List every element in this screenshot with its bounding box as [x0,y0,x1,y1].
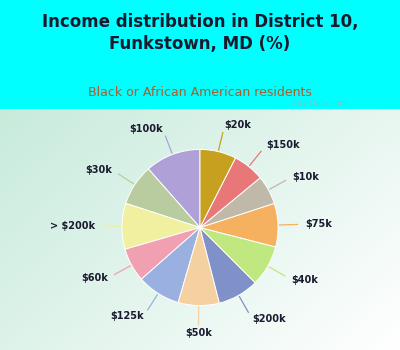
Wedge shape [200,203,278,247]
Text: $30k: $30k [85,164,112,175]
Wedge shape [200,178,274,228]
Text: > $200k: > $200k [50,221,95,231]
Text: $150k: $150k [266,140,300,150]
Text: Black or African American residents: Black or African American residents [88,85,312,99]
Text: $200k: $200k [252,314,286,324]
Text: $40k: $40k [292,275,318,285]
Wedge shape [125,228,200,279]
Wedge shape [178,228,220,306]
Wedge shape [200,228,276,283]
Wedge shape [200,158,260,228]
Text: $125k: $125k [110,312,144,322]
Text: $10k: $10k [292,172,319,182]
Text: $20k: $20k [225,120,252,130]
Text: $100k: $100k [129,124,163,134]
Wedge shape [126,169,200,228]
Wedge shape [122,203,200,249]
Wedge shape [142,228,200,302]
Text: $50k: $50k [185,328,212,338]
Wedge shape [200,228,255,303]
Text: Income distribution in District 10,
Funkstown, MD (%): Income distribution in District 10, Funk… [42,13,358,53]
Wedge shape [200,149,236,228]
Text: City-Data.com: City-Data.com [293,99,348,108]
Text: $75k: $75k [305,219,332,229]
Wedge shape [148,149,200,228]
Text: $60k: $60k [81,273,108,283]
